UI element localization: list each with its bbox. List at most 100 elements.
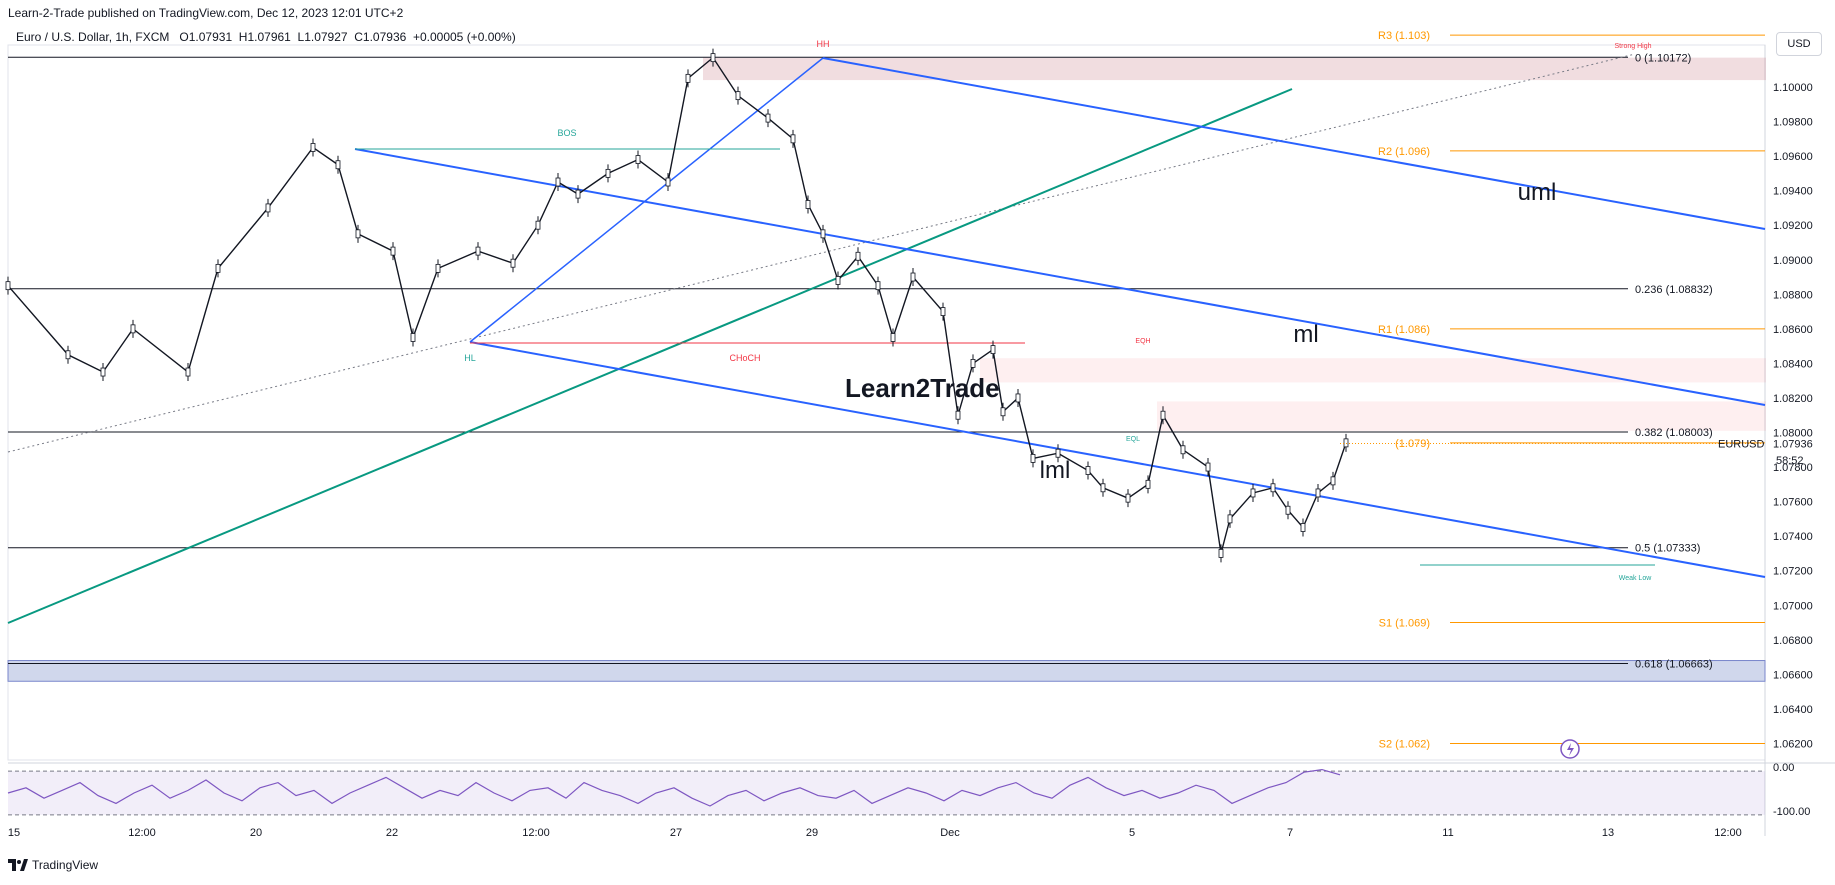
candle-body	[535, 220, 541, 230]
candle-body	[1250, 488, 1256, 498]
candle-body	[735, 91, 741, 101]
y-tick-label: 1.08800	[1773, 289, 1813, 301]
candle-body	[1180, 445, 1186, 455]
candle-body	[890, 333, 896, 342]
pitchfork-upper-line	[822, 57, 1766, 230]
fib-618-zone	[7, 660, 1766, 682]
candle-body	[955, 410, 961, 420]
fib-level-label: 0.236 (1.08832)	[1635, 284, 1713, 296]
candle-body	[1125, 493, 1131, 503]
y-tick-label: 1.07200	[1773, 566, 1813, 578]
pitchfork-handle	[469, 57, 824, 343]
candle-body	[1205, 462, 1211, 472]
candle-body	[605, 168, 611, 178]
bar-countdown: 58:52	[1776, 455, 1804, 467]
candle-body	[710, 53, 716, 63]
y-tick-label: 1.06800	[1773, 635, 1813, 647]
candle-body	[665, 177, 671, 187]
candle-body	[475, 246, 481, 256]
y-tick-label: 1.09200	[1773, 220, 1813, 232]
candle-body	[1343, 438, 1349, 448]
candle-body	[990, 345, 996, 354]
x-tick-label: 15	[8, 827, 20, 839]
y-tick-label: 1.08400	[1773, 358, 1813, 370]
ohlc-high: H1.07961	[238, 30, 291, 44]
oscillator-tick: 0.00	[1773, 762, 1794, 774]
y-tick-label: 1.08600	[1773, 324, 1813, 336]
eqh-label: EQH	[1135, 338, 1150, 345]
x-tick-label: 27	[670, 827, 682, 839]
symbol-price-label: EURUSD	[1718, 439, 1765, 451]
candle-body	[805, 200, 811, 209]
candle-body	[1218, 549, 1224, 558]
candle-body	[910, 272, 916, 282]
oscillator-line	[7, 768, 1341, 807]
hh-label: HH	[817, 39, 830, 49]
green-trendline	[7, 88, 1293, 624]
candle-body	[435, 263, 441, 273]
candle-body	[765, 113, 771, 123]
candle-body	[1300, 523, 1306, 532]
symbol-name[interactable]: Euro / U.S. Dollar, 1h, FXCM	[16, 30, 170, 44]
pivot-level-label: S1 (1.069)	[1379, 618, 1430, 630]
x-tick-label: 13	[1602, 827, 1614, 839]
candle-body	[265, 203, 271, 213]
last-price-label: 1.07936	[1773, 439, 1813, 451]
candle-body	[355, 229, 361, 239]
currency-button[interactable]: USD	[1776, 32, 1822, 56]
x-tick-label: 11	[1442, 827, 1453, 839]
candle-body	[1285, 505, 1291, 515]
x-tick-label: 22	[386, 827, 398, 839]
candle-body	[820, 229, 826, 239]
oscillator-tick: -100.00	[1773, 806, 1810, 818]
hl-label: HL	[464, 353, 476, 363]
candle-body	[185, 367, 191, 377]
uml-label: uml	[1518, 179, 1557, 206]
pitchfork-lower-line	[469, 341, 1766, 578]
candle-body	[1030, 454, 1036, 463]
candle-body	[1270, 483, 1276, 493]
fib-level-label: 0 (1.10172)	[1635, 52, 1691, 64]
y-tick-label: 1.09400	[1773, 186, 1813, 198]
x-tick-label: Dec	[940, 827, 960, 839]
alert-bolt-icon	[1567, 743, 1574, 756]
strong-high-label: Strong High	[1615, 43, 1652, 50]
candle-body	[65, 350, 71, 360]
fib-level-label: 0.382 (1.08003)	[1635, 427, 1713, 439]
candle-body	[855, 251, 861, 261]
candle-body	[1330, 476, 1336, 486]
pivot-level-label: R3 (1.103)	[1378, 30, 1430, 42]
y-tick-label: 1.06200	[1773, 738, 1813, 750]
symbol-legend: Euro / U.S. Dollar, 1h, FXCM O1.07931 H1…	[16, 30, 516, 44]
candle-body	[1145, 479, 1151, 489]
y-tick-label: 1.09000	[1773, 255, 1813, 267]
pivot-level-label: R2 (1.096)	[1378, 146, 1430, 158]
candle-body	[575, 189, 581, 199]
oscillator-band	[8, 771, 1765, 815]
bos-label: BOS	[557, 128, 576, 138]
ohlc-open: O1.07931	[179, 30, 233, 44]
y-tick-label: 1.09600	[1773, 151, 1813, 163]
learn2trade-watermark: Learn2Trade	[845, 373, 1000, 403]
weak-low-label: Weak Low	[1619, 575, 1652, 582]
choch-label: CHoCH	[729, 353, 760, 363]
candle-body	[215, 263, 221, 273]
x-tick-label: 12:00	[522, 827, 550, 839]
brand-label: TradingView	[32, 858, 99, 872]
candle-body	[940, 307, 946, 316]
pitchfork-median-line	[354, 148, 1766, 406]
lml-label: lml	[1040, 457, 1071, 484]
dotted-trendline	[7, 53, 1636, 453]
y-tick-label: 1.06400	[1773, 704, 1813, 716]
candle-body	[970, 358, 976, 368]
candle-body	[875, 281, 881, 291]
candle-body	[1000, 407, 1006, 417]
candle-body	[5, 281, 11, 291]
candle-body	[635, 155, 641, 164]
x-tick-label: 20	[250, 827, 262, 839]
candle-body	[1227, 514, 1233, 524]
candle-body	[1015, 393, 1021, 403]
x-tick-label: 12:00	[1714, 827, 1742, 839]
candle-body	[310, 143, 316, 152]
